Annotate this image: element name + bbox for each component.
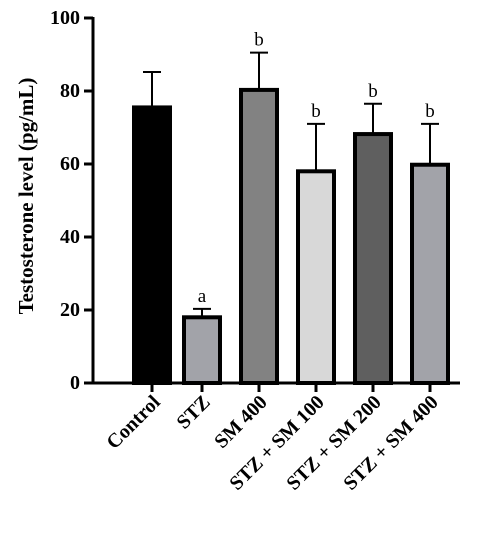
y-axis-title: Testosterone level (pg/mL): [14, 78, 38, 315]
y-tick-label: 80: [60, 80, 80, 102]
bar: [353, 132, 393, 385]
significance-label: b: [368, 81, 378, 102]
y-tick-label: 40: [60, 226, 80, 248]
y-tick-label: 60: [60, 153, 80, 175]
y-tick-label: 20: [60, 299, 80, 321]
significance-label: a: [198, 286, 207, 307]
significance-label: b: [425, 101, 435, 122]
bar: [296, 169, 336, 385]
bar: [410, 162, 450, 385]
significance-label: b: [254, 30, 264, 51]
y-tick-label: 100: [50, 7, 80, 29]
significance-label: b: [311, 101, 321, 122]
bar: [239, 87, 279, 385]
y-tick-label: 0: [70, 372, 80, 394]
category-label: Control: [102, 391, 165, 454]
category-label: STZ: [172, 391, 214, 433]
bars: a b b b b: [132, 30, 450, 386]
bar: [182, 315, 222, 385]
bar: [132, 105, 172, 386]
